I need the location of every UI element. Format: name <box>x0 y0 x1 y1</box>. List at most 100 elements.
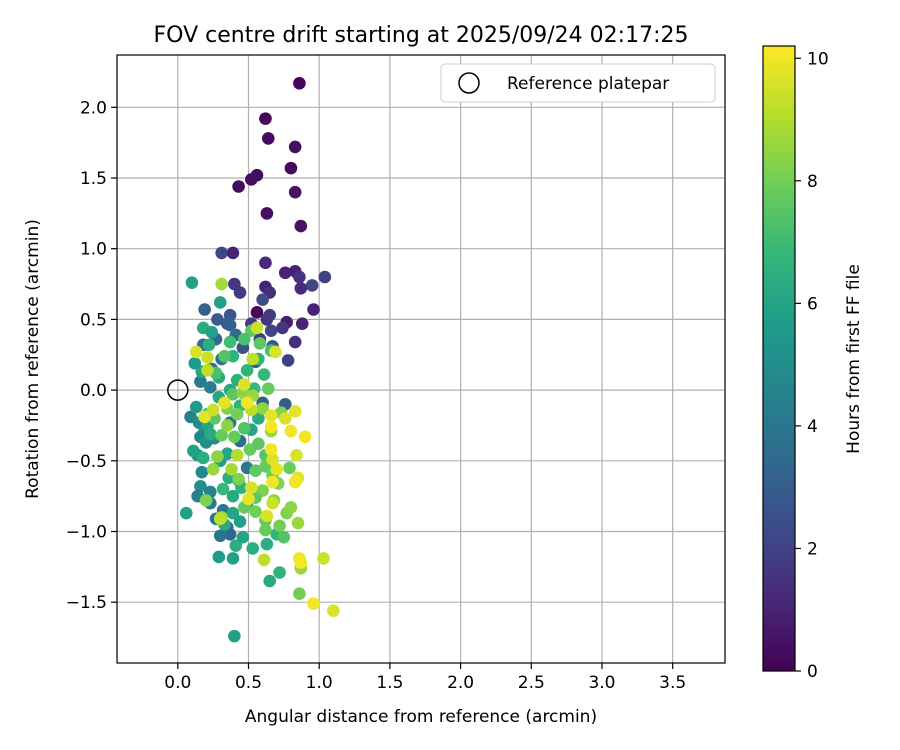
y-tick-label: 2.0 <box>80 98 107 118</box>
data-point <box>245 173 258 186</box>
data-point <box>237 378 251 391</box>
y-tick-label: 1.5 <box>80 169 107 189</box>
data-point <box>288 140 302 154</box>
data-point <box>291 516 305 530</box>
data-point <box>264 420 278 434</box>
x-axis-label: Angular distance from reference (arcmin) <box>245 707 597 727</box>
data-point <box>298 430 312 444</box>
data-point <box>237 332 251 346</box>
data-point <box>293 587 306 601</box>
data-point <box>270 462 284 476</box>
data-point <box>269 345 282 359</box>
data-point <box>194 375 207 388</box>
data-point <box>242 492 255 506</box>
x-tick-label: 0.5 <box>235 673 262 693</box>
data-point <box>240 396 254 410</box>
colorbar: 0 2 4 6 8 10 Hours from first FF file <box>762 45 864 682</box>
data-point <box>204 427 217 441</box>
data-point <box>273 519 286 533</box>
data-point <box>327 604 340 617</box>
data-point <box>264 324 278 338</box>
colorbar-tick-label: 0 <box>807 662 818 682</box>
reference-point-marker <box>167 379 189 401</box>
data-point <box>230 448 244 462</box>
data-point <box>288 475 302 489</box>
data-point <box>256 293 269 306</box>
data-point <box>226 489 240 503</box>
x-tick-label: 2.5 <box>518 673 545 693</box>
y-tick-label: 0.5 <box>80 310 107 330</box>
colorbar-tick-label: 8 <box>807 172 818 192</box>
x-tick-label: 1.0 <box>306 673 333 693</box>
colorbar-label: Hours from first FF file <box>844 264 864 454</box>
data-point <box>246 352 260 366</box>
data-point <box>218 396 231 410</box>
data-point <box>205 325 219 339</box>
data-point <box>284 161 298 175</box>
data-point <box>290 448 303 462</box>
data-point <box>196 451 210 465</box>
y-tick-label: −1.5 <box>66 593 107 613</box>
data-point <box>246 542 260 555</box>
data-point <box>206 403 220 417</box>
data-point <box>266 453 279 466</box>
data-point <box>229 539 243 552</box>
data-point <box>307 303 320 316</box>
colorbar-tick-label: 4 <box>807 417 818 437</box>
data-point <box>293 270 306 284</box>
y-tick-label: −0.5 <box>66 452 107 472</box>
data-point <box>232 180 245 193</box>
y-axis-ticks: −1.5 −1.0 −0.5 0.0 0.5 1.0 1.5 2.0 <box>66 98 117 613</box>
data-point <box>185 276 199 289</box>
data-point <box>256 402 269 415</box>
colorbar-tick-label: 6 <box>807 294 818 314</box>
data-point <box>201 351 214 364</box>
data-point <box>305 279 319 292</box>
data-point <box>245 481 258 494</box>
data-point <box>288 185 302 199</box>
data-point <box>223 335 237 349</box>
data-point <box>206 462 220 476</box>
data-point <box>264 409 278 422</box>
plot-frame <box>116 54 726 664</box>
data-point <box>257 553 271 567</box>
x-tick-label: 0.0 <box>164 673 191 693</box>
data-point <box>179 506 193 520</box>
data-point <box>215 246 228 260</box>
colorbar-tick-label: 10 <box>807 49 829 69</box>
data-point <box>237 421 251 435</box>
data-point <box>211 313 224 326</box>
data-point <box>284 424 298 438</box>
data-point <box>264 443 278 456</box>
legend-entry: Reference platepar <box>507 74 669 94</box>
data-point <box>198 303 211 316</box>
data-point <box>230 407 244 421</box>
data-point <box>225 462 238 476</box>
data-point <box>294 282 308 295</box>
data-point <box>189 345 203 359</box>
data-point <box>307 597 320 610</box>
data-point <box>283 461 296 475</box>
data-point <box>259 256 272 270</box>
data-point <box>252 437 265 451</box>
x-tick-label: 1.5 <box>376 673 403 693</box>
data-point <box>216 482 230 496</box>
y-tick-label: 1.0 <box>80 240 107 260</box>
data-point <box>253 337 267 350</box>
data-point <box>278 412 292 425</box>
data-point <box>213 296 227 309</box>
data-point <box>260 313 274 326</box>
scatter-points <box>179 76 340 643</box>
data-point <box>226 246 240 260</box>
data-point <box>266 496 279 510</box>
data-point <box>215 429 228 442</box>
data-point <box>273 566 286 579</box>
data-point <box>195 465 209 479</box>
data-point <box>226 388 240 401</box>
x-tick-label: 3.5 <box>659 673 686 693</box>
colorbar-ticks: 0 2 4 6 8 10 <box>795 49 829 682</box>
data-point <box>276 321 289 335</box>
legend-marker <box>458 72 480 94</box>
y-tick-label: −1.0 <box>66 523 107 543</box>
y-tick-label: 0.0 <box>80 381 107 401</box>
